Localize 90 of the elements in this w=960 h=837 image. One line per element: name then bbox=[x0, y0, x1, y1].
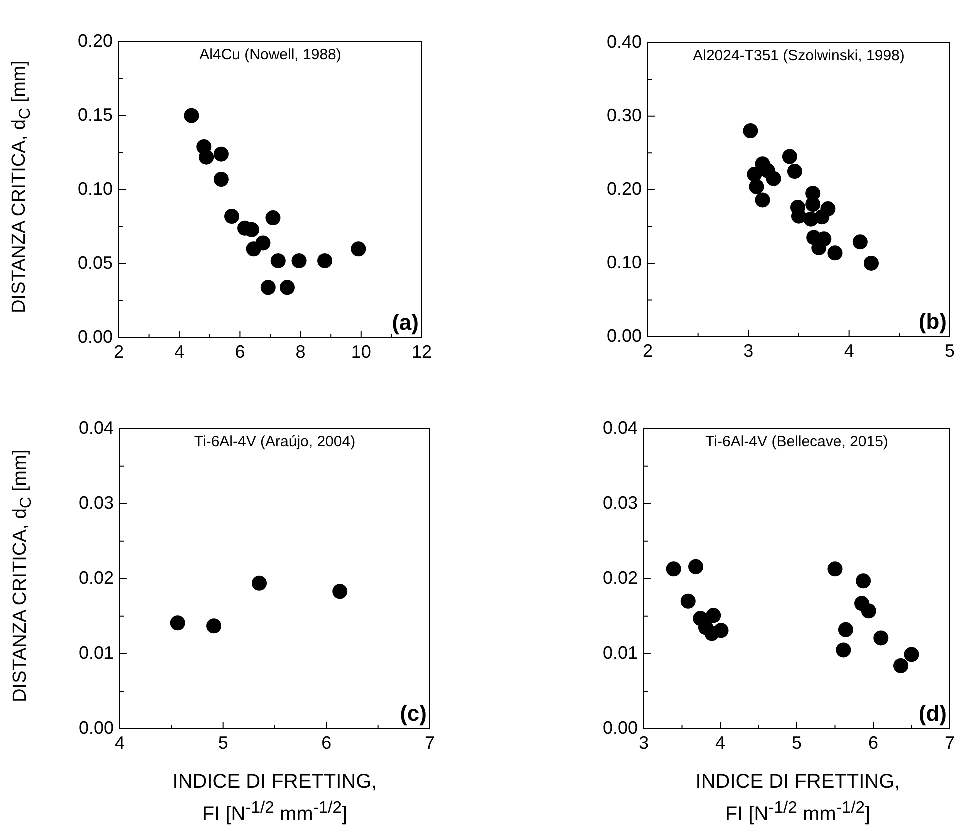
point bbox=[706, 608, 722, 624]
annotation: (d) bbox=[918, 701, 947, 726]
y-tick-label: 0.02 bbox=[78, 568, 114, 588]
x-tick-label: 6 bbox=[322, 732, 332, 753]
point bbox=[214, 172, 229, 188]
point bbox=[904, 647, 920, 662]
point bbox=[680, 594, 696, 609]
chart-title: Al4Cu (Nowell, 1988) bbox=[200, 46, 342, 64]
point bbox=[256, 236, 271, 251]
x-tick-label: 3 bbox=[744, 340, 754, 361]
point bbox=[766, 171, 782, 186]
y-tick-label: 0.00 bbox=[602, 718, 638, 738]
point bbox=[714, 623, 729, 638]
x-tick-label: 4 bbox=[174, 342, 185, 362]
y-tick-label: 0.40 bbox=[606, 32, 642, 52]
point bbox=[199, 150, 214, 165]
point bbox=[782, 149, 798, 164]
y-tick-label: 0.01 bbox=[78, 642, 114, 663]
annotation: (b) bbox=[918, 309, 947, 334]
y-tick-label: 0.04 bbox=[78, 418, 114, 438]
x-axis-title: INDICE DI FRETTING, FI [N$^{-1/2}$ mm$^{-1/2}$] bbox=[696, 770, 900, 828]
x-tick-label: 8 bbox=[296, 342, 306, 362]
point bbox=[820, 202, 836, 217]
point bbox=[874, 630, 889, 646]
point bbox=[861, 604, 876, 619]
point bbox=[838, 622, 854, 638]
point bbox=[749, 179, 764, 194]
y-tick-label: 0.01 bbox=[602, 642, 638, 663]
point bbox=[864, 256, 879, 271]
y-tick-label: 0.20 bbox=[606, 178, 642, 199]
point bbox=[351, 242, 366, 257]
y-tick-label: 0.10 bbox=[78, 178, 113, 199]
y-tick-label: 0.30 bbox=[606, 105, 642, 126]
y-tick-label: 0.05 bbox=[78, 252, 113, 273]
point bbox=[184, 108, 200, 124]
x-tick-label: 2 bbox=[114, 342, 124, 362]
x-tick-label: 10 bbox=[351, 342, 372, 362]
point bbox=[828, 562, 843, 577]
x-tick-label: 2 bbox=[642, 340, 654, 361]
x-tick-label: 7 bbox=[424, 732, 436, 753]
point bbox=[828, 246, 843, 261]
point bbox=[836, 642, 852, 658]
point bbox=[755, 192, 770, 208]
y-tick-label: 0.10 bbox=[606, 252, 642, 272]
point bbox=[260, 280, 276, 296]
chart-title: Ti-6Al-4V (Araújo, 2004) bbox=[194, 433, 356, 450]
point bbox=[224, 209, 240, 224]
x-tick-label: 7 bbox=[944, 732, 955, 753]
point bbox=[270, 253, 286, 268]
chart-title: Ti-6Al-4V (Bellecave, 2015) bbox=[706, 433, 888, 450]
x-tick-label: 4 bbox=[715, 732, 726, 753]
x-tick-label: 4 bbox=[114, 732, 126, 753]
point bbox=[318, 253, 333, 268]
y-tick-label: 0.20 bbox=[78, 30, 113, 51]
annotation: (c) bbox=[400, 701, 427, 726]
point bbox=[806, 197, 821, 212]
y-tick-label: 0.04 bbox=[602, 418, 638, 438]
y-tick-label: 0.03 bbox=[78, 492, 114, 513]
point bbox=[856, 574, 872, 589]
x-tick-label: 5 bbox=[218, 732, 228, 753]
chart-title: Al2024-T351 (Szolwinski, 1998) bbox=[693, 47, 905, 64]
x-tick-label: 4 bbox=[844, 340, 854, 361]
point bbox=[266, 210, 281, 226]
y-tick-label: 0.00 bbox=[78, 326, 113, 347]
point bbox=[292, 253, 307, 268]
point bbox=[852, 234, 868, 250]
point bbox=[252, 576, 267, 591]
x-tick-label: 5 bbox=[944, 340, 955, 361]
annotation: (a) bbox=[392, 310, 419, 336]
x-tick-label: 12 bbox=[412, 342, 432, 362]
x-tick-label: 6 bbox=[235, 342, 246, 362]
point bbox=[170, 616, 186, 631]
point bbox=[666, 562, 682, 577]
point bbox=[332, 584, 348, 600]
y-tick-label: 0.15 bbox=[78, 104, 113, 125]
y-tick-label: 0.02 bbox=[602, 568, 638, 588]
point bbox=[894, 658, 909, 674]
point bbox=[206, 618, 222, 634]
point bbox=[688, 559, 704, 574]
y-tick-label: 0.03 bbox=[602, 492, 638, 513]
y-tick-label: 0.00 bbox=[606, 326, 642, 346]
x-tick-label: 5 bbox=[792, 732, 802, 753]
point bbox=[787, 164, 802, 180]
point bbox=[743, 124, 758, 139]
x-tick-label: 3 bbox=[638, 732, 650, 753]
x-axis-title: INDICE DI FRETTING, FI [N$^{-1/2}$ mm$^{-1/2}$] bbox=[172, 770, 378, 828]
point bbox=[280, 280, 295, 296]
x-tick-label: 6 bbox=[868, 732, 879, 753]
point bbox=[214, 146, 229, 162]
y-tick-label: 0.00 bbox=[78, 718, 114, 738]
